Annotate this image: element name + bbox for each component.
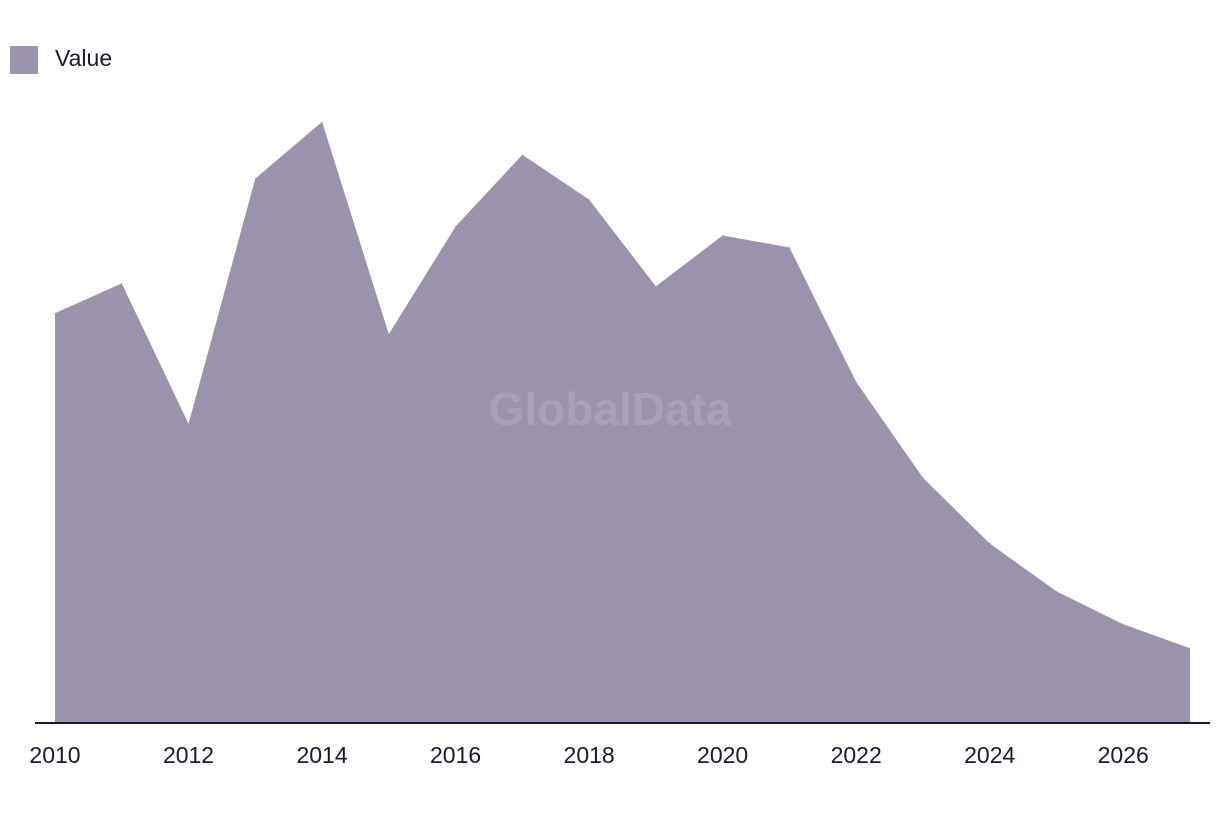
data-point-2010 xyxy=(54,312,56,314)
data-point-2021 xyxy=(788,246,790,248)
data-point-2013 xyxy=(254,178,256,180)
x-tick-label-2010: 2010 xyxy=(29,742,80,768)
x-tick-label-2016: 2016 xyxy=(430,742,481,768)
x-tick-label-2022: 2022 xyxy=(831,742,882,768)
x-tick-label-2026: 2026 xyxy=(1098,742,1149,768)
x-axis-tick-labels: 2010 2012 2014 2016 2018 2020 2022 2024 2026 xyxy=(29,742,1148,768)
legend-label-value: Value xyxy=(55,45,112,71)
data-point-2026 xyxy=(1122,623,1124,625)
x-tick-label-2014: 2014 xyxy=(296,742,347,768)
x-tick-label-2012: 2012 xyxy=(163,742,214,768)
watermark: GlobalData xyxy=(489,383,732,435)
x-tick-label-2018: 2018 xyxy=(564,742,615,768)
data-point-2012 xyxy=(188,423,190,425)
data-point-2016 xyxy=(455,226,457,228)
data-point-2019 xyxy=(655,285,657,287)
data-point-2014 xyxy=(321,121,323,123)
area-series-value xyxy=(55,121,1190,723)
data-point-2015 xyxy=(388,333,390,335)
data-point-2018 xyxy=(588,199,590,201)
data-point-2024 xyxy=(989,543,991,545)
x-tick-label-2020: 2020 xyxy=(697,742,748,768)
data-point-2020 xyxy=(722,234,724,236)
data-point-2025 xyxy=(1055,590,1057,592)
data-point-2017 xyxy=(521,154,523,156)
legend-swatch xyxy=(10,46,38,74)
x-tick-label-2024: 2024 xyxy=(964,742,1015,768)
data-point-2023 xyxy=(922,477,924,479)
data-point-2027 xyxy=(1189,647,1191,649)
legend: Value xyxy=(10,45,112,74)
plot-area xyxy=(54,121,1191,723)
data-point-2011 xyxy=(121,282,123,284)
data-point-2022 xyxy=(855,381,857,383)
